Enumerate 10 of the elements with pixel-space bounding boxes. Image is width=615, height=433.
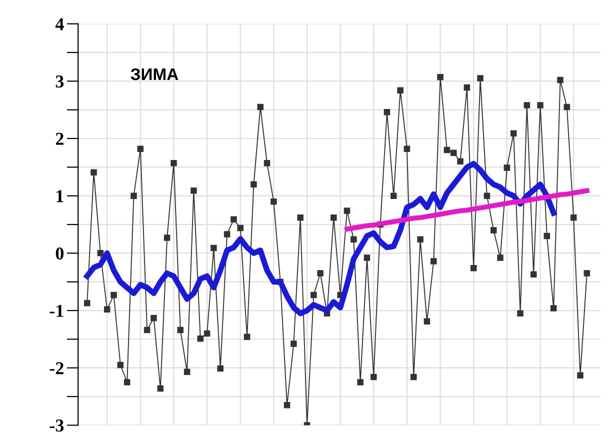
y-tick-label: 4 [55, 18, 64, 30]
line-series [344, 188, 590, 232]
y-tick-label: -2 [50, 362, 64, 374]
y-tick-label: 3 [56, 75, 64, 88]
annotation: ЗИМА [130, 68, 178, 80]
y-tick-label: 0 [56, 247, 64, 260]
y-tick-label: -3 [50, 420, 64, 432]
y-tick-label: 1 [56, 190, 64, 202]
y-tick-label: 2 [56, 132, 64, 145]
y-tick-label: -1 [50, 304, 64, 317]
